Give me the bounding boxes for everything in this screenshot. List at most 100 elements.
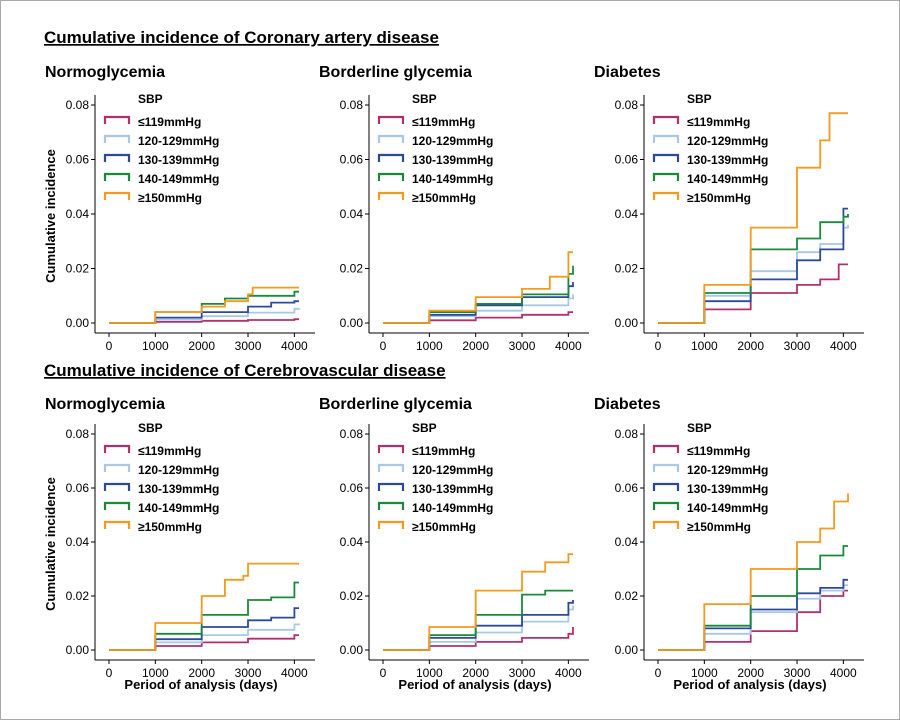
- legend-key-2: [652, 463, 680, 472]
- legend-title: SBP: [687, 92, 712, 106]
- legend-key-1: [377, 115, 405, 124]
- legend-label: ≤119mmHg: [687, 115, 750, 129]
- y-tick-label: 0.08: [615, 427, 639, 441]
- legend-key-1: [377, 444, 405, 453]
- section-title-cerebrovascular: Cumulative incidence of Cerebrovascular …: [44, 361, 446, 380]
- series-line-2: [658, 224, 849, 324]
- chart-panel-5: Borderline glycemia 0.00 0.02 0.04 0.06 0.08 0…: [319, 396, 589, 692]
- y-tick-label: 0.04: [615, 207, 639, 221]
- x-tick-label: 2000: [737, 666, 764, 680]
- x-tick-label: 0: [106, 666, 113, 680]
- legend-label: 140-149mmHg: [138, 172, 219, 186]
- legend-key-4: [103, 172, 131, 181]
- legend-label: ≤119mmHg: [412, 115, 475, 129]
- series-line-5: [109, 562, 299, 651]
- legend-label: ≤119mmHg: [687, 444, 750, 458]
- x-tick-label: 4000: [555, 666, 582, 680]
- x-tick-label: 0: [106, 339, 113, 353]
- legend-key-3: [652, 482, 680, 491]
- legend-key-3: [377, 153, 405, 162]
- series-line-1: [658, 263, 848, 324]
- y-tick-label: 0.02: [340, 262, 364, 276]
- x-tick-label: 2000: [188, 666, 215, 680]
- legend-title: SBP: [412, 421, 437, 435]
- legend-key-2: [377, 134, 405, 143]
- series-line-5: [383, 251, 573, 324]
- panel-title: Borderline glycemia: [319, 396, 472, 413]
- x-tick-label: 4000: [555, 339, 582, 353]
- chart-panel-1: Normoglycemia 0.00 0.02 0.04 0.06 0.08 0 1000 20…: [43, 64, 315, 353]
- x-tick-label: 2000: [462, 666, 489, 680]
- legend-label: ≥150mmHg: [412, 191, 476, 205]
- section-title-coronary: Cumulative incidence of Coronary artery …: [44, 28, 439, 47]
- chart-panel-2: Borderline glycemia 0.00 0.02 0.04 0.06 0.08 0…: [319, 64, 589, 353]
- y-tick-label: 0.04: [340, 207, 364, 221]
- legend-label: ≥150mmHg: [412, 520, 476, 534]
- x-tick-label: 4000: [281, 666, 308, 680]
- series-line-4: [109, 581, 299, 651]
- legend-label: 120-129mmHg: [412, 463, 493, 477]
- legend-key-3: [652, 153, 680, 162]
- x-tick-label: 0: [380, 666, 387, 680]
- legend-key-5: [103, 520, 131, 529]
- x-tick-label: 3000: [235, 339, 262, 353]
- legend-key-2: [652, 134, 680, 143]
- legend-label: 120-129mmHg: [412, 134, 493, 148]
- legend-label: 140-149mmHg: [412, 501, 493, 515]
- x-tick-label: 1000: [691, 666, 718, 680]
- legend-key-2: [103, 134, 131, 143]
- x-axis-label: Period of analysis (days): [673, 677, 826, 692]
- legend-label: 140-149mmHg: [687, 172, 768, 186]
- y-tick-label: 0.08: [615, 98, 639, 112]
- legend-label: ≥150mmHg: [138, 191, 202, 205]
- legend-key-1: [103, 444, 131, 453]
- y-tick-label: 0.06: [615, 153, 639, 167]
- legend-key-1: [103, 115, 131, 124]
- legend-label: ≤119mmHg: [138, 444, 201, 458]
- x-tick-label: 1000: [416, 339, 443, 353]
- y-tick-label: 0.04: [340, 535, 364, 549]
- x-tick-label: 1000: [142, 339, 169, 353]
- x-tick-label: 0: [380, 339, 387, 353]
- chart-panel-3: Diabetes 0.00 0.02 0.04 0.06 0.08 0 1000 2000 300…: [594, 64, 864, 353]
- legend-key-4: [377, 172, 405, 181]
- legend-label: 120-129mmHg: [687, 463, 768, 477]
- x-tick-label: 0: [655, 339, 662, 353]
- legend-label: 130-139mmHg: [138, 153, 219, 167]
- legend-key-2: [377, 463, 405, 472]
- series-line-5: [109, 286, 299, 324]
- y-tick-label: 0.02: [615, 589, 639, 603]
- x-tick-label: 2000: [462, 339, 489, 353]
- panel-title: Diabetes: [594, 396, 661, 413]
- y-tick-label: 0.06: [340, 153, 364, 167]
- series-line-3: [658, 578, 848, 651]
- chart-panels: Normoglycemia 0.00 0.02 0.04 0.06 0.08 0 1000 20…: [43, 64, 864, 692]
- legend-key-5: [652, 191, 680, 200]
- y-tick-label: 0.00: [66, 316, 90, 330]
- x-tick-label: 1000: [142, 666, 169, 680]
- x-tick-label: 4000: [281, 339, 308, 353]
- legend-label: 120-129mmHg: [138, 134, 219, 148]
- legend-key-3: [103, 153, 131, 162]
- y-tick-label: 0.08: [340, 98, 364, 112]
- series-line-5: [658, 112, 848, 324]
- x-tick-label: 3000: [784, 666, 811, 680]
- legend-label: 120-129mmHg: [687, 134, 768, 148]
- legend-key-1: [652, 444, 680, 453]
- legend-title: SBP: [138, 92, 163, 106]
- y-tick-label: 0.06: [340, 481, 364, 495]
- x-tick-label: 0: [655, 666, 662, 680]
- legend-key-2: [103, 463, 131, 472]
- x-tick-label: 4000: [830, 339, 857, 353]
- x-tick-label: 3000: [509, 666, 536, 680]
- legend-label: ≤119mmHg: [138, 115, 201, 129]
- y-tick-label: 0.06: [66, 153, 90, 167]
- y-tick-label: 0.02: [66, 589, 90, 603]
- legend-key-4: [652, 172, 680, 181]
- x-tick-label: 1000: [691, 339, 718, 353]
- legend-label: ≥150mmHg: [687, 191, 751, 205]
- legend-label: 130-139mmHg: [138, 482, 219, 496]
- series-line-5: [658, 493, 849, 651]
- legend-key-4: [103, 501, 131, 510]
- y-tick-label: 0.00: [615, 643, 639, 657]
